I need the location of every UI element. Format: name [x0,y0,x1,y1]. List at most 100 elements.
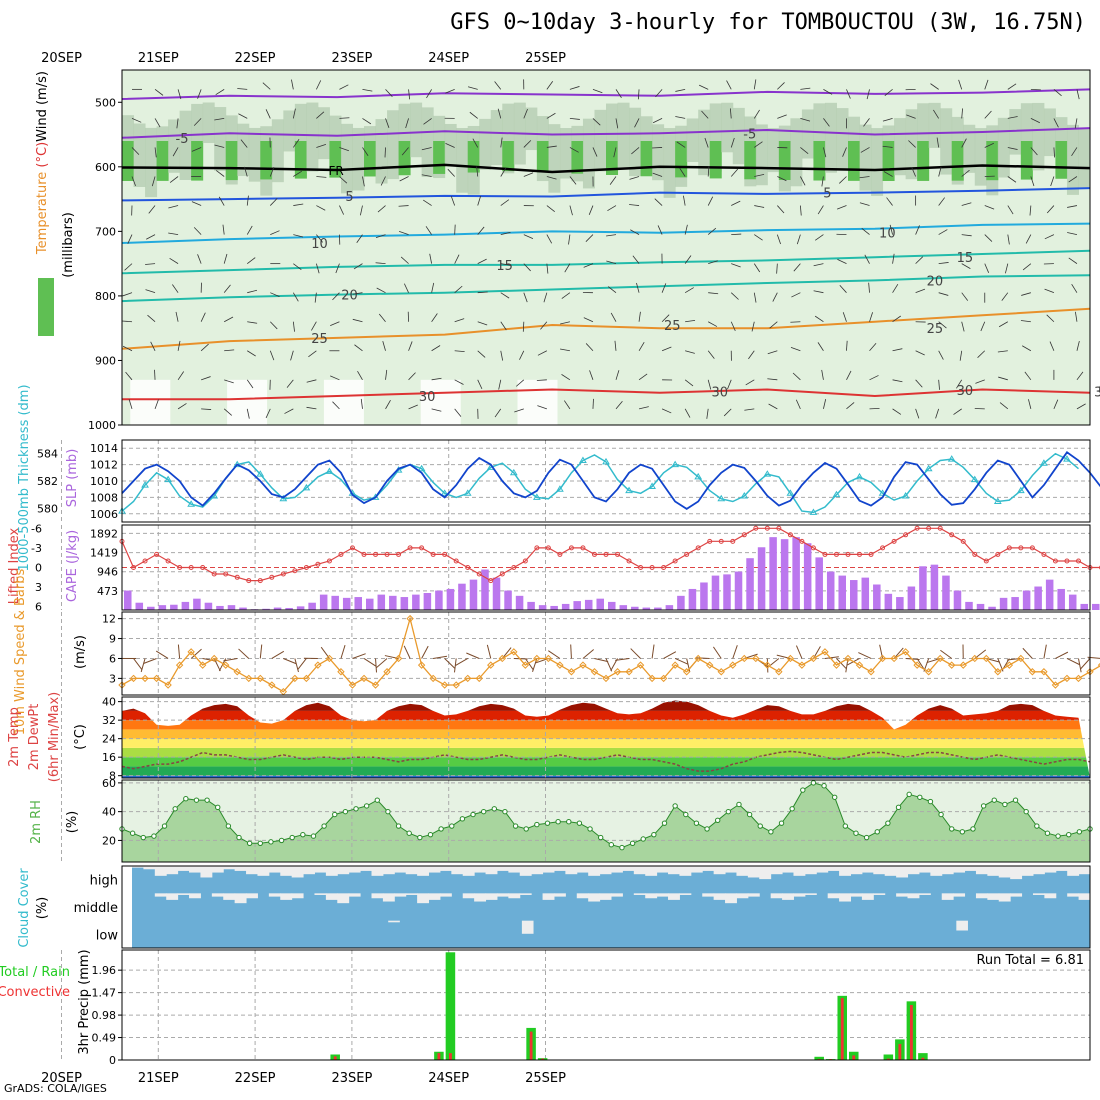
cape-bar [492,577,501,610]
precip-conv-bar [529,1031,533,1060]
rh2m-marker [629,840,636,846]
y-tick-label: 900 [95,354,116,367]
wind-barb [316,176,327,178]
wind-barb-10m [712,646,722,659]
wind-marker [544,654,553,663]
wind-barb [353,263,363,270]
wind-barb [523,234,534,240]
temp-band [122,775,1090,778]
wind-barb [961,138,967,148]
wind-marker [671,661,679,669]
wind-barb [938,292,949,296]
wind-marker [417,661,426,669]
cloud-cell [941,893,954,900]
thickness-axis-label: 1000-500mb Thickness (dm) [17,384,32,571]
wind-barb [176,118,179,129]
cloud-cell [531,866,544,875]
rh-band [387,110,400,180]
wind-marker [498,654,506,663]
wind-barb [984,234,993,242]
cloud-cell [930,866,943,876]
rh-band [559,128,572,179]
wind-barb-10m [140,658,146,673]
wind-barb [961,169,970,177]
cloud-cell [496,866,509,871]
rh2m-marker [991,797,997,803]
thickness-marker [602,457,610,465]
cloud-cell [1032,893,1045,895]
rh2m-marker [363,803,370,809]
wind-barb [306,379,317,383]
wind-barb [754,234,763,241]
rh-band [871,128,884,196]
wind-barb [1074,311,1078,322]
rh2m-marker [1066,831,1072,838]
wind-barb [1050,176,1055,187]
wind-barb [661,408,672,414]
cape-bar [158,605,167,610]
wind-barb [360,398,363,409]
cloud-cell [770,893,783,899]
date-label-top: 24SEP [428,51,469,66]
y-tick-label: 600 [95,161,116,174]
wind-barb [998,376,1008,381]
lifted-tick-label: 6 [35,601,42,614]
cloud-cell [736,866,749,876]
temp-tick-label: 32 [102,714,116,727]
rh2m-marker [204,797,210,803]
rh2m-marker [342,808,349,815]
cape-bar [988,606,996,610]
thickness-marker [717,494,726,502]
wind-barb [380,176,386,186]
wind-barb [892,408,902,415]
lifted-marker [661,565,667,570]
rh-band [894,118,907,176]
wind-barb [769,321,778,329]
wind-barb [704,137,709,148]
wind-barb [730,137,735,148]
cloud-cell [314,893,327,895]
lifted-marker [868,551,874,557]
cloud-cell [804,866,817,875]
cloud-cell [633,893,646,895]
wind-barb [477,226,485,235]
wind-barb [675,116,686,119]
cloud-cell [1044,893,1057,899]
cape-bar [573,601,581,610]
temp-band [122,747,1090,758]
cloud-cell [177,866,190,871]
wind-barb [330,375,340,381]
cape-bar [976,603,985,610]
wind-marker [164,681,172,689]
cloud-cell [804,893,817,895]
cape-bar [561,603,570,610]
lifted-marker [419,545,425,551]
cape-bar [308,602,316,610]
rh-band [606,141,619,175]
rh2m-marker [183,796,189,802]
wind-barb [846,340,848,351]
rh-band [606,103,619,147]
wind-marker [867,668,875,676]
wind-marker [1017,654,1025,663]
lifted-marker [165,558,171,564]
precip-total-axis-label: Total / Rain [0,965,70,980]
wind-barb [154,89,164,96]
rh2m-marker [385,808,391,815]
wind-barb-10m [177,644,181,659]
cloud-cell [861,893,874,900]
precip-conv-bar [333,1056,337,1060]
wind-barb [175,311,179,322]
wind-barb [1007,116,1018,119]
wind-barb [472,138,479,148]
wind-barb [997,350,1008,353]
cloud-cell [611,866,623,873]
wind-barb [193,118,202,126]
temp-band [122,701,1090,711]
rh2m-marker [927,798,934,805]
wind-barb [546,176,557,180]
cloud-cell [246,893,258,899]
wind-barb [540,321,548,330]
wind-barb [426,89,432,99]
wind-marker [452,681,460,689]
